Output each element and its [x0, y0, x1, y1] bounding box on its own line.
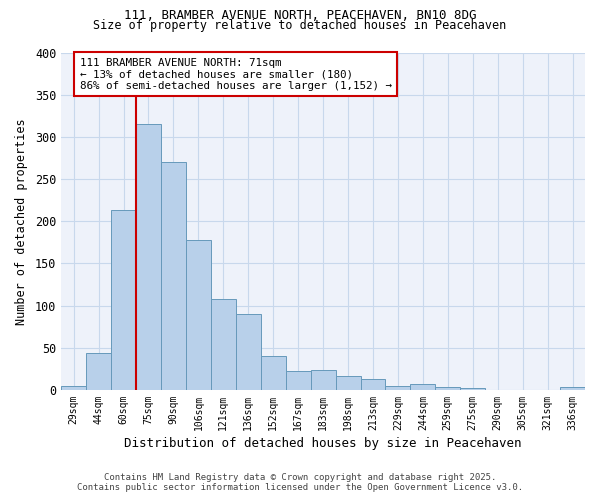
- Bar: [560, 386, 585, 390]
- Bar: [261, 356, 286, 390]
- Bar: [460, 388, 485, 390]
- Bar: [361, 379, 385, 390]
- Bar: [311, 370, 335, 390]
- Bar: [61, 386, 86, 390]
- Bar: [385, 386, 410, 390]
- Text: Size of property relative to detached houses in Peacehaven: Size of property relative to detached ho…: [94, 19, 506, 32]
- Bar: [436, 388, 460, 390]
- Y-axis label: Number of detached properties: Number of detached properties: [15, 118, 28, 324]
- Bar: [186, 240, 211, 390]
- Bar: [236, 314, 261, 390]
- Text: 111, BRAMBER AVENUE NORTH, PEACEHAVEN, BN10 8DG: 111, BRAMBER AVENUE NORTH, PEACEHAVEN, B…: [124, 9, 476, 22]
- Bar: [161, 162, 186, 390]
- X-axis label: Distribution of detached houses by size in Peacehaven: Distribution of detached houses by size …: [124, 437, 522, 450]
- Bar: [335, 376, 361, 390]
- Bar: [410, 384, 436, 390]
- Bar: [86, 353, 111, 390]
- Bar: [211, 299, 236, 390]
- Bar: [286, 370, 311, 390]
- Bar: [136, 124, 161, 390]
- Bar: [111, 210, 136, 390]
- Text: Contains HM Land Registry data © Crown copyright and database right 2025.
Contai: Contains HM Land Registry data © Crown c…: [77, 473, 523, 492]
- Text: 111 BRAMBER AVENUE NORTH: 71sqm
← 13% of detached houses are smaller (180)
86% o: 111 BRAMBER AVENUE NORTH: 71sqm ← 13% of…: [80, 58, 392, 91]
